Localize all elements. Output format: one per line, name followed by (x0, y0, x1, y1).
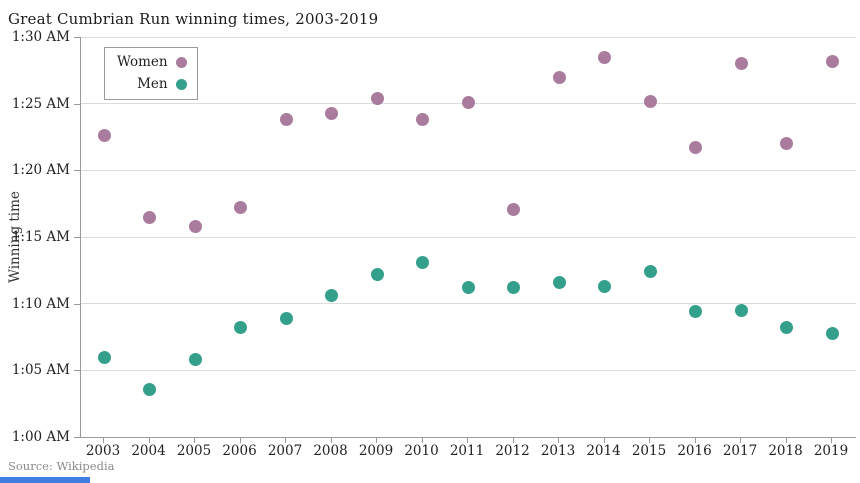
x-tick-mark (740, 438, 741, 443)
data-point-men-2016 (689, 305, 702, 319)
data-point-men-2008 (325, 289, 338, 303)
data-point-men-2009 (370, 267, 384, 281)
x-tick-label: 2011 (449, 443, 485, 459)
bottom-left-blue-strip (0, 477, 90, 483)
data-point-men-2015 (643, 265, 657, 279)
x-tick-mark (785, 438, 787, 443)
data-point-women-2011 (461, 95, 475, 109)
data-point-men-2007 (279, 311, 293, 325)
legend: Women Men (104, 47, 198, 100)
legend-swatch-icon (175, 56, 187, 68)
gridline (81, 236, 856, 238)
x-tick-mark (330, 438, 332, 443)
y-tick-mark (74, 370, 80, 372)
data-point-men-2017 (734, 303, 748, 317)
plot-area (80, 36, 856, 438)
data-point-men-2011 (461, 281, 475, 295)
data-point-women-2017 (734, 57, 748, 71)
data-point-men-2012 (507, 281, 520, 295)
data-point-women-2004 (143, 210, 156, 224)
data-point-women-2019 (825, 54, 839, 68)
source-caption: Source: Wikipedia (8, 459, 115, 473)
x-tick-mark (603, 438, 605, 443)
legend-swatch-icon (175, 78, 187, 90)
x-tick-mark (103, 438, 104, 443)
data-point-women-2003 (97, 129, 111, 143)
data-point-women-2014 (598, 50, 611, 64)
data-point-women-2008 (325, 106, 338, 120)
y-tick-mark (74, 37, 80, 38)
x-tick-label: 2008 (313, 443, 348, 459)
x-tick-label: 2017 (722, 443, 758, 459)
x-tick-label: 2016 (677, 443, 712, 459)
data-point-women-2012 (507, 202, 520, 216)
x-tick-label: 2018 (768, 443, 803, 459)
x-tick-label: 2007 (267, 443, 303, 459)
y-tick-mark (74, 437, 80, 438)
legend-label: Men (137, 76, 168, 92)
data-point-women-2016 (689, 141, 702, 155)
y-tick-label: 1:05 AM (11, 362, 70, 379)
y-tick-mark (74, 170, 80, 172)
y-tick-label: 1:00 AM (11, 429, 70, 445)
x-tick-mark (194, 438, 195, 443)
x-tick-label: 2010 (404, 443, 439, 459)
data-point-women-2009 (370, 91, 384, 105)
x-tick-mark (148, 438, 150, 443)
x-tick-label: 2003 (85, 443, 121, 459)
y-tick-label: 1:10 AM (11, 295, 70, 312)
x-tick-label: 2015 (631, 443, 667, 459)
x-tick-label: 2019 (813, 443, 849, 459)
data-point-women-2006 (234, 201, 247, 215)
y-tick-label: 1:15 AM (11, 229, 70, 245)
data-point-women-2007 (279, 113, 293, 127)
x-tick-mark (285, 438, 286, 443)
data-point-women-2018 (780, 137, 793, 151)
x-tick-mark (239, 438, 241, 443)
x-tick-mark (649, 438, 650, 443)
x-tick-label: 2013 (540, 443, 576, 459)
data-point-men-2003 (97, 350, 111, 364)
data-point-women-2005 (188, 219, 202, 233)
y-tick-mark (74, 237, 80, 238)
data-point-women-2015 (643, 94, 657, 108)
data-point-men-2006 (234, 321, 247, 335)
data-point-men-2010 (416, 255, 429, 269)
x-tick-mark (376, 438, 377, 443)
data-point-women-2010 (416, 113, 429, 127)
legend-item-women: Women (117, 53, 187, 71)
x-tick-label: 2004 (131, 443, 166, 459)
x-tick-label: 2014 (586, 443, 621, 459)
y-tick-mark (74, 103, 80, 105)
y-tick-label: 1:20 AM (11, 162, 70, 179)
gridline (81, 36, 856, 38)
x-tick-mark (694, 438, 696, 443)
data-point-men-2019 (825, 326, 839, 340)
data-point-men-2013 (552, 275, 566, 289)
y-tick-label: 1:30 AM (11, 29, 70, 45)
gridline (81, 303, 856, 305)
data-point-men-2005 (188, 353, 202, 367)
x-tick-label: 2005 (176, 443, 212, 459)
data-point-women-2013 (552, 70, 566, 84)
data-point-men-2018 (780, 321, 793, 335)
y-tick-mark (74, 303, 80, 305)
x-tick-label: 2006 (222, 443, 257, 459)
x-tick-label: 2012 (495, 443, 530, 459)
y-tick-label: 1:25 AM (11, 95, 70, 112)
chart-title: Great Cumbrian Run winning times, 2003-2… (8, 10, 379, 28)
x-tick-mark (467, 438, 468, 443)
x-tick-mark (831, 438, 832, 443)
x-tick-mark (512, 438, 514, 443)
x-tick-label: 2009 (358, 443, 394, 459)
x-tick-mark (558, 438, 559, 443)
legend-item-men: Men (117, 75, 187, 93)
data-point-men-2004 (143, 382, 156, 396)
data-point-men-2014 (598, 279, 611, 293)
legend-label: Women (117, 54, 168, 70)
x-tick-mark (421, 438, 423, 443)
gridline (81, 169, 856, 171)
gridline (81, 369, 856, 371)
